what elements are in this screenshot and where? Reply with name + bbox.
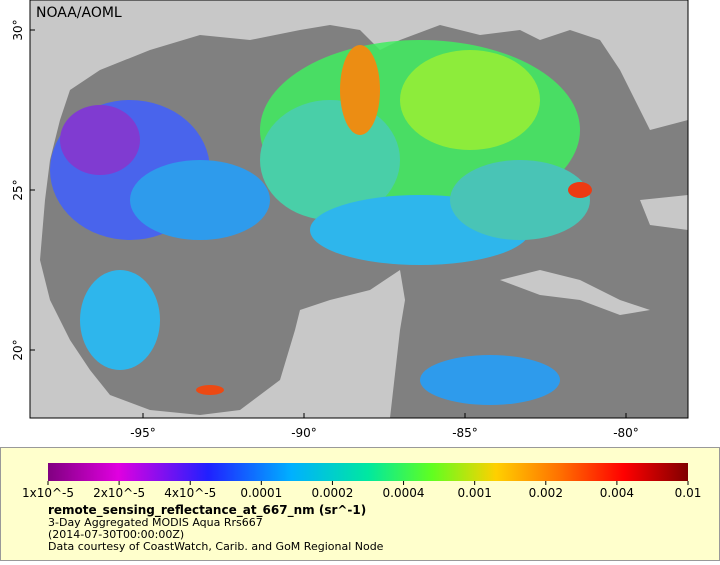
map-frame (29, 0, 689, 419)
lon-axis: -95° -90° -85° -80° (130, 413, 639, 440)
data-patch (80, 270, 160, 370)
colorbar-label: 1x10^-5 (22, 486, 74, 500)
variable-name: remote_sensing_reflectance_at_667_nm (sr… (48, 503, 366, 518)
legend-lines: 3-Day Aggregated MODIS Aqua Rrs667(2014-… (48, 516, 384, 553)
data-patch (340, 45, 380, 135)
colorbar-label: 0.0002 (311, 486, 353, 500)
colorbar-ticks: 1x10^-5 2x10^-5 4x10^-5 0.0001 0.0002 0.0004 0… (22, 481, 701, 500)
land (640, 195, 688, 230)
lon-label: -95° (130, 426, 156, 440)
lat-label: 20° (11, 339, 25, 360)
data-patch (450, 160, 590, 240)
colorbar-label: 0.0004 (383, 486, 425, 500)
lon-label: -90° (291, 426, 317, 440)
data-patch (568, 182, 592, 198)
colorbar-label: 0.01 (675, 486, 702, 500)
colorbar-label: 0.002 (529, 486, 563, 500)
colorbar-label: 4x10^-5 (164, 486, 216, 500)
lon-label: -85° (452, 426, 478, 440)
lat-axis: 30° 25° 20° (11, 19, 35, 361)
colorbar (48, 463, 688, 481)
lat-label: 25° (11, 179, 25, 200)
legend-line: 3-Day Aggregated MODIS Aqua Rrs667 (48, 516, 263, 529)
data-patch (196, 385, 224, 395)
lon-label: -80° (613, 426, 639, 440)
map (30, 0, 688, 418)
data-patch (400, 50, 540, 150)
data-field (50, 40, 592, 405)
land (500, 270, 650, 315)
credit: NOAA/AOML (36, 5, 122, 21)
land (30, 0, 688, 418)
data-patch (420, 355, 560, 405)
colorbar-label: 2x10^-5 (93, 486, 145, 500)
colorbar-label: 0.001 (457, 486, 491, 500)
legend-line: (2014-07-30T00:00:00Z) (48, 528, 184, 541)
colorbar-label: 0.004 (600, 486, 634, 500)
data-patch (130, 160, 270, 240)
colorbar-label: 0.0001 (240, 486, 282, 500)
data-patch (60, 105, 140, 175)
lat-label: 30° (11, 19, 25, 40)
legend-line: Data courtesy of CoastWatch, Carib. and … (48, 540, 384, 553)
